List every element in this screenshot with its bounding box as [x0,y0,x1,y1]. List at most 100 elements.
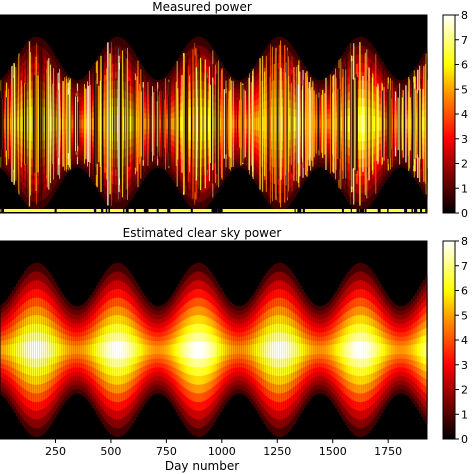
heat-cell [387,344,390,356]
heat-streak [391,80,393,167]
heat-cell [47,342,51,358]
heat-cell [393,119,396,129]
missing-day-gap [190,209,193,212]
heat-cell [181,342,185,358]
missing-day-gap [211,209,214,212]
heat-streak [8,88,10,159]
heat-cell [157,345,161,355]
heat-cell [421,117,424,131]
heat-streak [157,88,159,160]
x-tick-label: 250 [45,445,66,458]
heat-streak [51,83,54,165]
heat-cell [81,119,85,129]
heat-streak [34,75,36,173]
heat-cell [133,342,137,357]
heat-streak [402,90,404,158]
colorbar-tick-label: 2 [461,384,468,397]
missing-day-gap [425,209,427,212]
heat-cell [181,116,185,132]
heat-streak [221,93,223,155]
heat-streak [137,60,139,188]
heat-streak [340,58,342,190]
missing-day-gap [1,209,5,212]
heat-streak [223,72,224,176]
heat-streak [248,77,250,171]
heat-streak [242,84,244,163]
missing-day-gap [168,209,171,212]
heat-streak [25,83,27,165]
heat-streak [165,78,166,170]
top-colorbar-gradient [442,14,456,214]
heat-streak [152,92,155,156]
heat-cell [351,341,354,359]
heat-streak [74,96,76,152]
heat-cell [289,115,292,132]
heat-cell [369,115,372,133]
x-tick-label: 1500 [319,445,347,458]
heat-streak [57,73,58,175]
heat-streak [388,90,390,158]
heat-cell [169,344,173,356]
heat-streak [342,68,344,179]
heat-cell [189,341,193,359]
colorbar-tick-label: 0 [461,207,468,220]
heat-streak [175,81,177,166]
missing-day-gap [341,209,344,212]
heat-cell [381,343,384,357]
heat-cell [257,117,260,131]
heat-streak [136,84,138,164]
heat-cell [165,119,169,129]
heat-streak [46,60,49,188]
heat-streak [142,87,144,161]
heat-streak [325,77,327,171]
heat-streak [11,65,13,182]
heat-streak [317,97,320,151]
heat-streak [415,89,417,159]
heat-cell [263,342,266,358]
heat-cell [69,119,73,129]
heat-cell [51,342,55,358]
heat-cell [9,344,13,356]
heat-streak [310,77,312,171]
heat-streak [279,44,281,204]
heat-streak [375,54,377,194]
heat-streak [335,77,337,170]
heat-streak [306,71,308,177]
heat-cell [121,341,125,359]
heat-cell [213,342,217,358]
heat-streak [225,93,227,155]
heat-streak [296,76,298,172]
heat-streak [345,69,347,179]
heat-cell [179,342,183,357]
heat-streak [42,56,44,192]
heat-cell [31,341,35,359]
heat-cell [399,345,402,355]
heat-cell [137,343,141,357]
heat-streak [365,73,367,175]
heat-streak [283,45,286,203]
heat-streak [133,58,135,190]
heat-cell [321,345,324,355]
heat-cell [373,342,376,358]
heat-streak [244,90,246,158]
heat-streak [307,88,309,160]
heat-cell [83,119,87,129]
heat-streak [100,55,102,193]
heat-cell [209,342,213,358]
heat-cell [407,345,410,355]
heat-cell [59,344,63,356]
heat-streak [343,66,345,182]
heat-streak [169,82,171,166]
heat-cell [63,344,67,356]
heat-cell [79,119,83,129]
heat-streak [278,68,279,179]
heat-streak [73,95,75,153]
heat-streak [176,61,178,187]
x-tick-label: 1000 [208,445,236,458]
heat-streak [296,66,297,182]
heat-streak [113,46,115,202]
heat-streak [35,56,37,192]
heat-cell [171,118,175,130]
heat-streak [275,47,277,200]
